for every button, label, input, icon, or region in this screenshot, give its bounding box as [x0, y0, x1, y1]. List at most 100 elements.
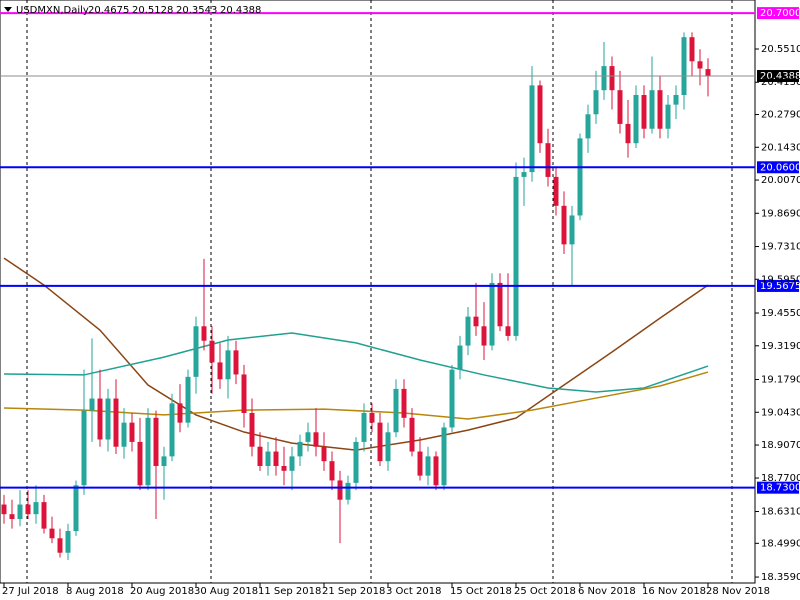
candle-body — [297, 441, 303, 457]
moving-average — [3, 332, 709, 393]
y-tick-label: 20.1430 — [761, 142, 800, 153]
candle-body — [33, 502, 39, 515]
candle-body — [425, 456, 431, 476]
close-value: 20.4388 — [220, 5, 261, 16]
candle-body — [1, 504, 7, 515]
candle-body — [585, 114, 591, 139]
level-label: 20.7000 — [760, 8, 800, 19]
level-label-box — [757, 161, 799, 174]
y-tick-label: 19.8690 — [761, 208, 800, 219]
candle-body — [113, 398, 119, 447]
candle-body — [633, 95, 639, 144]
y-tick-label: 20.2790 — [761, 110, 800, 121]
candle-body — [409, 417, 415, 452]
high-value: 20.5128 — [132, 5, 173, 16]
candle-body — [697, 61, 703, 69]
candle-body — [449, 369, 455, 428]
candle-body — [353, 441, 359, 483]
candle-body — [433, 456, 439, 486]
candle-body — [161, 456, 167, 466]
x-tick-label: 16 Nov 2018 — [642, 586, 706, 597]
candle-body — [593, 90, 599, 115]
candle-body — [345, 482, 351, 500]
x-tick-label: 15 Oct 2018 — [450, 586, 512, 597]
candle-body — [657, 90, 663, 129]
candle-body — [281, 465, 287, 471]
candle-body — [377, 422, 383, 462]
y-tick-label: 20.0070 — [761, 175, 800, 186]
candle-body — [81, 410, 87, 486]
candle-body — [49, 528, 55, 539]
y-tick-label: 18.4990 — [761, 538, 800, 549]
candle-body — [209, 340, 215, 363]
candle-body — [241, 374, 247, 413]
candle-body — [577, 138, 583, 216]
x-tick-label: 30 Aug 2018 — [194, 586, 258, 597]
menu-arrow[interactable] — [4, 7, 12, 12]
x-tick-label: 27 Jul 2018 — [2, 586, 59, 597]
x-tick-label: 6 Nov 2018 — [578, 586, 636, 597]
level-label-box — [757, 481, 799, 494]
y-tick-label: 19.4550 — [761, 308, 800, 319]
level-label-box — [757, 7, 799, 20]
candle-body — [89, 398, 95, 411]
candle-body — [641, 95, 647, 129]
candle-body — [177, 403, 183, 423]
chart-title: USDMXN,Daily — [16, 5, 89, 16]
candle-body — [609, 66, 615, 91]
candle-body — [521, 172, 527, 177]
candle-body — [305, 432, 311, 442]
plot-frame — [0, 0, 756, 584]
candle-body — [649, 90, 655, 129]
level-label: 18.7300 — [760, 483, 800, 494]
candle-body — [617, 90, 623, 124]
candle-body — [9, 514, 15, 519]
x-tick-label: 20 Aug 2018 — [130, 586, 194, 597]
level-label: 19.5675 — [760, 281, 800, 292]
y-tick-label: 18.3590 — [761, 572, 800, 583]
y-tick-label: 20.4130 — [761, 77, 800, 88]
candle-body — [601, 66, 607, 91]
x-tick-label: 28 Nov 2018 — [706, 586, 770, 597]
candle-body — [233, 350, 239, 375]
low-value: 20.3543 — [176, 5, 217, 16]
candle-body — [201, 326, 207, 341]
candle-body — [497, 282, 503, 327]
candle-body — [529, 85, 535, 173]
y-tick-label: 19.7310 — [761, 242, 800, 253]
x-tick-label: 21 Sep 2018 — [322, 586, 385, 597]
candle-body — [681, 37, 687, 96]
candle-body — [441, 427, 447, 486]
candle-body — [545, 143, 551, 177]
candle-body — [105, 398, 111, 440]
x-tick-label: 3 Oct 2018 — [386, 586, 441, 597]
candle-body — [673, 95, 679, 105]
y-tick-label: 18.6310 — [761, 507, 800, 518]
bid-label-box — [757, 70, 799, 83]
candle-body — [569, 215, 575, 245]
candle-body — [417, 451, 423, 476]
y-tick-label: 20.5510 — [761, 44, 800, 55]
candle-body — [665, 104, 671, 129]
candle-body — [393, 388, 399, 433]
x-tick-label: 25 Oct 2018 — [514, 586, 576, 597]
candle-body — [17, 504, 23, 519]
candle-body — [513, 176, 519, 336]
candle-body — [193, 326, 199, 377]
candle-body — [689, 37, 695, 62]
y-tick-label: 19.0430 — [761, 407, 800, 418]
y-tick-label: 18.9070 — [761, 440, 800, 451]
candle-body — [25, 504, 31, 515]
overlay: 20.7000 20.0600 19.5675 18.7300 20.4388 — [0, 7, 800, 494]
candle-body — [481, 326, 487, 346]
candle-body — [313, 432, 319, 447]
candle-body — [129, 422, 135, 442]
candle-body — [329, 461, 335, 481]
candle-body — [65, 531, 71, 553]
y-tick-label: 19.3190 — [761, 341, 800, 352]
candle-body — [537, 85, 543, 144]
marks — [1, 32, 711, 560]
y-tick-label: 19.1790 — [761, 375, 800, 386]
candle-body — [41, 502, 47, 529]
